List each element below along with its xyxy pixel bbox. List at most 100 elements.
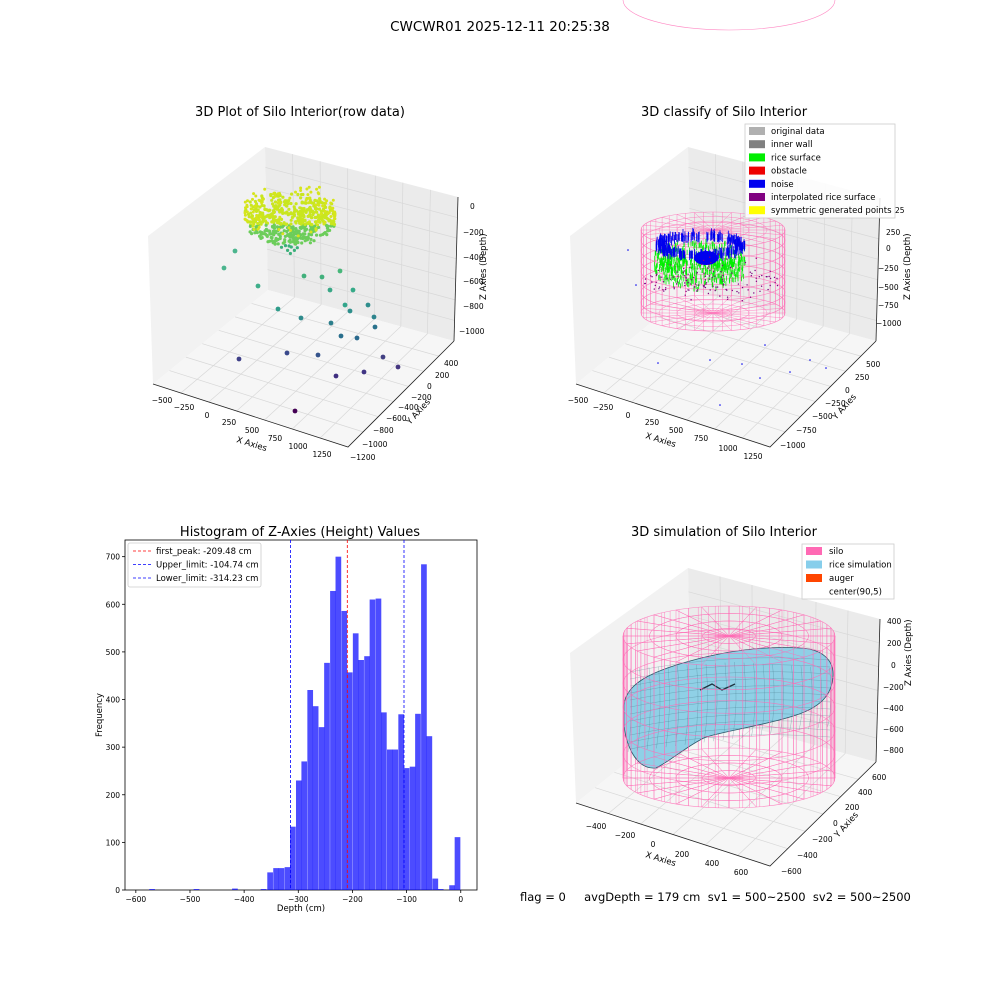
svg-text:0: 0 — [651, 840, 656, 849]
hist-ytick-label: 300 — [106, 743, 121, 752]
svg-text:−200: −200 — [883, 683, 904, 692]
legend-swatch — [749, 127, 765, 135]
legend-label: inner wall — [771, 140, 812, 150]
panel-classify-3d-plot: 3D classify of Silo Interior −500 −250 0… — [568, 105, 913, 461]
noise-point — [825, 367, 827, 369]
raw-point — [315, 352, 321, 358]
hist-xtick-label: −200 — [342, 895, 363, 904]
panel-histogram: Histogram of Z-Axies (Height) Values −60… — [95, 525, 478, 914]
raw-point — [365, 302, 371, 308]
hist-bar — [386, 749, 393, 890]
hist-ytick-label: 600 — [106, 600, 121, 609]
raw-point — [255, 283, 261, 289]
figure-suptitle: CWCWR01 2025-12-11 20:25:38 — [390, 19, 610, 35]
panel2-zticks: 25 250 0 −250 −500 −750 −1000 — [876, 206, 905, 328]
svg-text:750: 750 — [694, 434, 709, 443]
noise-point — [764, 344, 766, 346]
svg-text:1250: 1250 — [312, 450, 331, 459]
legend-swatch — [749, 179, 765, 188]
panel2-classified-points — [627, 227, 827, 406]
raw-point — [372, 324, 378, 330]
svg-text:200: 200 — [435, 371, 450, 380]
svg-text:−800: −800 — [373, 426, 394, 435]
hist-bar — [301, 761, 308, 890]
hist-bar — [312, 706, 319, 890]
svg-text:−400: −400 — [398, 403, 419, 412]
panel1-scatter-points — [221, 185, 401, 414]
svg-text:500: 500 — [669, 426, 684, 435]
hist-bar — [330, 590, 336, 890]
svg-text:−500: −500 — [878, 283, 899, 292]
svg-text:−500: −500 — [152, 396, 173, 405]
raw-point — [221, 265, 227, 271]
hist-ytick-label: 500 — [106, 648, 121, 657]
panel4-xticks: −400 −200 0 200 400 600 — [586, 822, 749, 877]
hist-bar — [375, 598, 382, 890]
raw-point — [232, 248, 238, 254]
rice-surface-body — [623, 647, 834, 769]
legend-swatch — [749, 206, 765, 215]
panel2-yticks: 500 250 0 −250 −500 −750 −1000 — [780, 360, 881, 450]
hist-yticks: 0 100 200 300 400 500 600 700 — [106, 553, 125, 895]
svg-text:0: 0 — [845, 386, 850, 395]
panel2-xticks: −500 −250 0 250 500 750 1000 1250 — [568, 396, 763, 461]
panel1-xticks: −500 −250 0 250 500 750 1000 1250 — [152, 396, 332, 459]
svg-text:−400: −400 — [463, 253, 484, 262]
svg-text:−1200: −1200 — [350, 453, 376, 462]
panel-simulation-3d-plot: 3D simulation of Silo Interior −400 −200… — [570, 0, 914, 877]
legend-swatch — [749, 153, 765, 162]
svg-text:200: 200 — [845, 803, 860, 812]
noise-point — [809, 359, 811, 361]
hist-bar — [421, 564, 427, 890]
svg-text:−1000: −1000 — [876, 319, 902, 328]
hist-xtick-label: −400 — [234, 895, 255, 904]
raw-point — [328, 320, 334, 326]
raw-point — [338, 333, 344, 339]
hist-ytick-label: 700 — [106, 553, 121, 562]
panel4-zlabel: Z Axies (Depth) — [904, 619, 914, 686]
hist-bar — [454, 837, 461, 890]
svg-text:1000: 1000 — [718, 444, 737, 453]
hist-bar — [415, 713, 421, 890]
svg-text:200: 200 — [675, 850, 690, 859]
svg-text:25: 25 — [895, 206, 905, 215]
hist-bar — [324, 662, 330, 890]
hist-bar — [273, 868, 279, 890]
svg-text:−600: −600 — [386, 414, 407, 423]
legend-label: center(90,5) — [829, 588, 882, 598]
svg-text:600: 600 — [872, 773, 887, 782]
hist-bar — [295, 780, 302, 890]
svg-text:0: 0 — [205, 411, 210, 420]
hist-bar — [437, 889, 444, 890]
legend-swatch — [806, 574, 822, 582]
panel2-title: 3D classify of Silo Interior — [641, 105, 808, 120]
svg-text:−800: −800 — [463, 302, 484, 311]
svg-text:−400: −400 — [586, 822, 607, 831]
hist-bar — [392, 749, 399, 890]
svg-text:0: 0 — [886, 244, 891, 253]
svg-text:−600: −600 — [463, 277, 484, 286]
hist-legend: first_peak: -209.48 cm Upper_limit: -104.… — [127, 542, 262, 588]
svg-text:250: 250 — [645, 418, 660, 427]
noise-point — [657, 362, 659, 364]
svg-text:400: 400 — [858, 788, 873, 797]
svg-text:−200: −200 — [463, 228, 484, 237]
legend-label: silo — [829, 547, 843, 557]
hist-bar — [149, 889, 155, 890]
svg-text:0: 0 — [626, 411, 631, 420]
svg-text:−1000: −1000 — [780, 441, 806, 450]
hist-bar — [449, 885, 455, 890]
raw-point — [236, 356, 242, 362]
hist-bar — [267, 872, 273, 890]
panel4-title: 3D simulation of Silo Interior — [631, 525, 818, 540]
svg-text:400: 400 — [444, 359, 459, 368]
svg-text:1250: 1250 — [743, 452, 762, 461]
panel4-rice-surface — [623, 647, 834, 769]
panel2-legend: original data inner wall rice surface obsta… — [744, 123, 896, 219]
raw-point — [298, 315, 304, 321]
noise-point — [789, 371, 791, 373]
hist-bar — [364, 656, 370, 890]
panel4-yticks: 600 400 200 0 −200 −400 −600 — [781, 773, 887, 876]
hist-ytick-label: 0 — [115, 886, 120, 895]
svg-text:250: 250 — [855, 373, 870, 382]
